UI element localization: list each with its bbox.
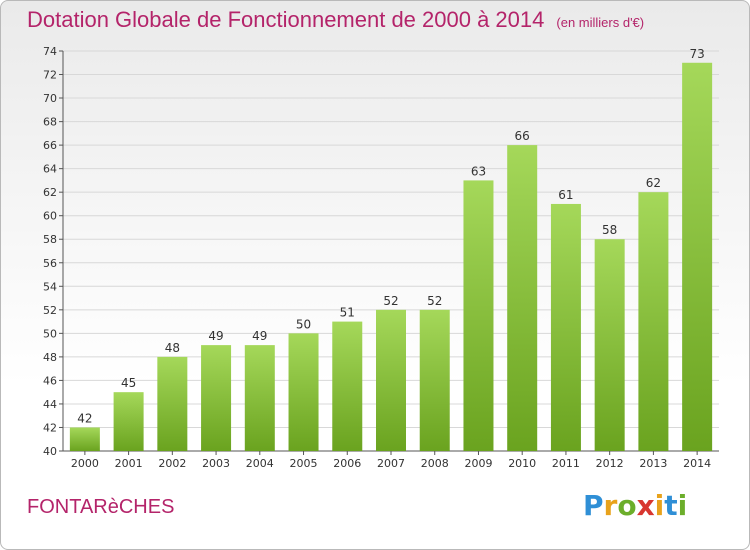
commune-name: FONTARèCHES: [27, 496, 175, 518]
data-label: 45: [121, 376, 136, 390]
bar: [638, 192, 669, 452]
data-labels: 42 45 48 49 49 50 51 52 52 63 66 61 58 62 73: [77, 47, 705, 426]
x-tick-label: 2009: [464, 457, 492, 470]
data-label: 58: [602, 223, 617, 237]
data-label: 51: [340, 306, 355, 320]
bar: [69, 427, 100, 451]
logo-letter: o: [617, 489, 637, 522]
data-label: 52: [427, 294, 442, 308]
y-tick-label: 74: [43, 45, 57, 58]
logo-letter: t: [664, 489, 678, 522]
proxiti-logo: Proxiti: [583, 489, 687, 522]
data-label: 73: [689, 47, 704, 61]
x-tick-label: 2011: [552, 457, 580, 470]
data-label: 66: [515, 129, 530, 143]
logo-letter: i: [654, 489, 665, 522]
data-label: 42: [77, 411, 92, 425]
y-tick-label: 70: [43, 92, 57, 105]
x-tick-label: 2014: [683, 457, 711, 470]
x-tick-label: 2003: [202, 457, 230, 470]
bar: [113, 392, 144, 451]
y-tick-label: 64: [43, 163, 57, 176]
y-tick-label: 54: [43, 280, 57, 293]
data-label: 61: [558, 188, 573, 202]
y-tick-label: 60: [43, 210, 57, 223]
logo-letter: i: [677, 489, 688, 522]
data-label: 62: [646, 176, 661, 190]
bar: [550, 203, 581, 451]
bar: [332, 321, 363, 451]
y-tick-label: 58: [43, 233, 57, 246]
x-tick-label: 2004: [246, 457, 274, 470]
data-label: 52: [383, 294, 398, 308]
chart-unit-label: (en milliers d'€): [556, 15, 645, 30]
y-tick-label: 50: [43, 327, 57, 340]
x-tick-label: 2010: [508, 457, 536, 470]
x-tick-label: 2007: [377, 457, 405, 470]
bar: [682, 62, 713, 451]
bar: [507, 145, 538, 451]
x-tick-label: 2013: [639, 457, 667, 470]
y-tick-label: 48: [43, 351, 57, 364]
y-tick-label: 40: [43, 445, 57, 458]
data-label: 49: [208, 329, 223, 343]
bar: [594, 239, 625, 451]
data-label: 63: [471, 164, 486, 178]
bar: [463, 180, 494, 452]
x-tick-label: 2006: [333, 457, 361, 470]
bar: [244, 345, 275, 451]
y-tick-label: 46: [43, 374, 57, 387]
logo-letter: x: [636, 489, 655, 522]
x-tick-label: 2002: [158, 457, 186, 470]
bar: [419, 309, 450, 451]
y-tick-label: 44: [43, 398, 57, 411]
bar: [157, 356, 188, 451]
y-tick-label: 72: [43, 69, 57, 82]
y-tick-label: 62: [43, 186, 57, 199]
x-tick-label: 2000: [71, 457, 99, 470]
x-tick-label: 2012: [596, 457, 624, 470]
bar: [201, 345, 232, 451]
y-tick-label: 68: [43, 116, 57, 129]
bars: [69, 62, 713, 452]
chart-title: Dotation Globale de Fonctionnement de 20…: [27, 7, 644, 33]
x-tick-label: 2008: [421, 457, 449, 470]
data-label: 50: [296, 317, 311, 331]
chart-title-main: Dotation Globale de Fonctionnement de 20…: [27, 7, 545, 32]
x-tick-label: 2001: [115, 457, 143, 470]
data-label: 48: [165, 341, 180, 355]
data-label: 49: [252, 329, 267, 343]
bar: [376, 309, 406, 451]
y-tick-label: 66: [43, 139, 57, 152]
x-tick-label: 2005: [290, 457, 318, 470]
tick-labels: 40 42 44 46 48 50 52 54 56 58 60 62 64 66 68 70 72 74 2000…: [43, 45, 711, 470]
bar: [288, 333, 319, 451]
y-tick-label: 56: [43, 257, 57, 270]
logo-letter: r: [603, 489, 618, 522]
y-tick-label: 42: [43, 421, 57, 434]
logo-letter: P: [583, 489, 604, 522]
y-tick-label: 52: [43, 304, 57, 317]
